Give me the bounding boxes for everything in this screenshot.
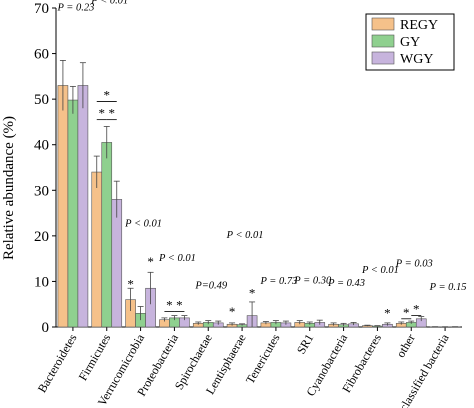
significance-star: * xyxy=(109,106,116,121)
x-tick-label: SR1 xyxy=(294,332,316,357)
legend-label-wgy: WGY xyxy=(400,52,433,67)
y-tick-label: 20 xyxy=(34,229,49,245)
x-tick-label: Bacteroidetes xyxy=(35,331,80,395)
p-value-label: P < 0.01 xyxy=(124,219,162,230)
significance-star: * xyxy=(229,304,236,319)
significance-star: * xyxy=(147,254,154,269)
p-value-label: P < 0.01 xyxy=(158,253,196,264)
significance-star: * xyxy=(99,106,106,121)
p-value-label: P=0.49 xyxy=(194,281,228,292)
legend-swatch-wgy xyxy=(371,51,395,65)
bar-gy xyxy=(101,142,113,328)
y-tick-label: 40 xyxy=(34,138,49,154)
y-axis-label: Relative abundance (%) xyxy=(1,116,17,260)
y-tick-label: 30 xyxy=(34,183,49,199)
legend-label-regy: REGY xyxy=(400,18,438,33)
significance-star: * xyxy=(413,302,420,317)
x-tick-label: other xyxy=(393,331,417,359)
bar-regy xyxy=(57,85,69,328)
p-value-label: P = 0.15 xyxy=(429,282,467,293)
legend: REGY GY WGY xyxy=(365,13,455,71)
p-value-label: P = 0.73 xyxy=(259,276,297,287)
y-tick-label: 0 xyxy=(42,320,50,336)
y-tick-label: 70 xyxy=(34,1,49,17)
y-tick-label: 60 xyxy=(34,47,49,63)
p-value-label: P = 0.30 xyxy=(293,276,332,287)
x-tick-label: Tenericutes xyxy=(243,331,283,386)
p-value-label: P < 0.01 xyxy=(90,0,128,6)
significance-star: * xyxy=(249,286,256,301)
bar-wgy xyxy=(111,199,123,328)
y-tick-label: 50 xyxy=(34,92,49,108)
significance-star: * xyxy=(384,306,391,321)
significance-star: * xyxy=(176,298,183,313)
significance-star: * xyxy=(403,305,410,320)
legend-swatch-gy xyxy=(371,34,395,48)
significance-star: * xyxy=(166,298,173,313)
bar-regy xyxy=(91,171,103,328)
significance-star: * xyxy=(127,277,134,292)
legend-label-gy: GY xyxy=(400,35,420,50)
x-tick-label: Firmicutes xyxy=(76,331,114,383)
p-value-label: P < 0.01 xyxy=(226,230,264,241)
p-value-label: P < 0.01 xyxy=(361,265,399,276)
legend-swatch-regy xyxy=(371,17,395,31)
p-value-label: P = 0.23 xyxy=(56,2,94,13)
bar-gy xyxy=(67,99,79,328)
p-value-label: P = 0.03 xyxy=(395,258,433,269)
p-value-label: P = 0.43 xyxy=(327,278,365,289)
y-tick-label: 10 xyxy=(34,274,49,290)
significance-star: * xyxy=(104,87,111,102)
bar-wgy xyxy=(77,85,89,328)
